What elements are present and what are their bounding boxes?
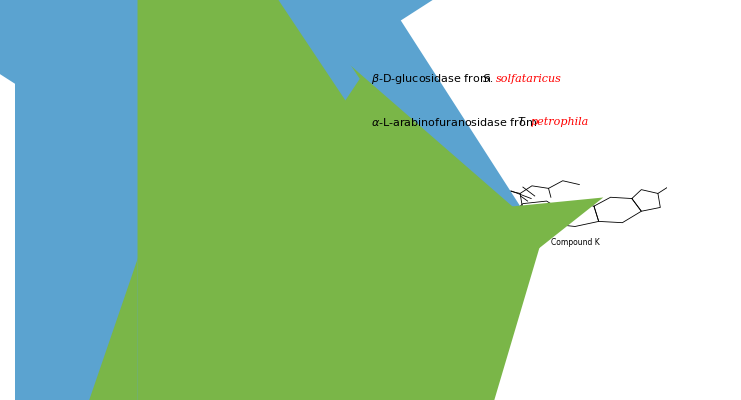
Text: $\beta$-D-glucosidase from: $\beta$-D-glucosidase from <box>371 72 492 86</box>
Text: petrophila: petrophila <box>531 117 589 127</box>
Text: Ginsenoside Rd: Ginsenoside Rd <box>281 238 341 247</box>
Text: Compound MC: Compound MC <box>283 343 339 352</box>
Text: Ginsenoside Rb2: Ginsenoside Rb2 <box>112 130 176 140</box>
Text: Ginsenoside Rb1: Ginsenoside Rb1 <box>112 238 176 247</box>
Text: S.: S. <box>483 74 497 84</box>
Text: $\alpha$-L-arabinofuranosidase from: $\alpha$-L-arabinofuranosidase from <box>371 116 538 128</box>
Text: Ginsenoside Rc: Ginsenoside Rc <box>115 343 173 352</box>
Text: Compound K: Compound K <box>551 238 599 247</box>
Text: solfataricus: solfataricus <box>496 74 562 84</box>
Text: Ginsenoside F2: Ginsenoside F2 <box>408 238 466 247</box>
Text: T.: T. <box>518 117 531 127</box>
